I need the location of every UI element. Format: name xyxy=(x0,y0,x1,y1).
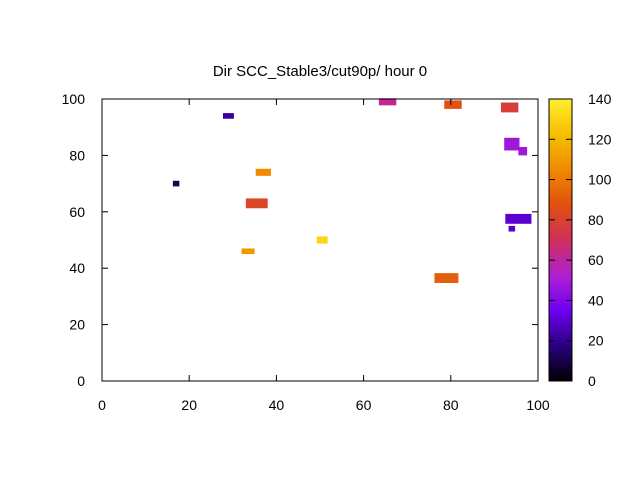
data-cell xyxy=(505,213,532,224)
colorbar-tick-label: 120 xyxy=(588,131,612,147)
y-tick-label: 60 xyxy=(69,204,85,220)
colorbar-tick-label: 140 xyxy=(588,91,612,107)
data-cell xyxy=(241,248,255,255)
x-tick-label: 20 xyxy=(181,397,197,413)
data-cell xyxy=(222,113,234,119)
y-axis: 0 20 40 60 80 100 xyxy=(62,91,538,389)
y-tick-label: 0 xyxy=(77,373,85,389)
colorbar-tick-label: 60 xyxy=(588,252,604,268)
data-cell xyxy=(444,100,462,109)
data-cell xyxy=(508,225,516,232)
data-cell xyxy=(245,198,268,209)
colorbar-tick-label: 80 xyxy=(588,212,604,228)
chart-title: Dir SCC_Stable3/cut90p/ hour 0 xyxy=(213,63,427,80)
data-cell xyxy=(434,273,459,284)
x-tick-label: 0 xyxy=(98,397,106,413)
x-tick-label: 40 xyxy=(269,397,285,413)
data-cell xyxy=(316,236,328,244)
plot-frame xyxy=(101,98,539,382)
colorbar-tick-label: 20 xyxy=(588,333,604,349)
colorbar xyxy=(548,98,573,382)
data-cell xyxy=(255,168,271,176)
data-cell xyxy=(518,146,528,156)
data-cell xyxy=(504,137,520,151)
y-tick-label: 40 xyxy=(69,260,85,276)
data-cells xyxy=(172,98,532,284)
colorbar-tick-label: 0 xyxy=(588,373,596,389)
data-cell xyxy=(172,180,180,187)
colorbar-tick-label: 40 xyxy=(588,292,604,308)
data-cell xyxy=(378,98,397,106)
x-axis: 0 20 40 60 80 100 xyxy=(98,99,550,413)
y-tick-label: 80 xyxy=(69,147,85,163)
x-tick-label: 80 xyxy=(443,397,459,413)
y-tick-label: 100 xyxy=(62,91,86,107)
x-tick-label: 100 xyxy=(526,397,550,413)
x-tick-label: 60 xyxy=(356,397,372,413)
y-tick-label: 20 xyxy=(69,317,85,333)
colorbar-axis: 0 20 40 60 80 100 120 140 xyxy=(549,91,612,389)
colorbar-tick-label: 100 xyxy=(588,172,612,188)
data-cell xyxy=(500,102,519,113)
